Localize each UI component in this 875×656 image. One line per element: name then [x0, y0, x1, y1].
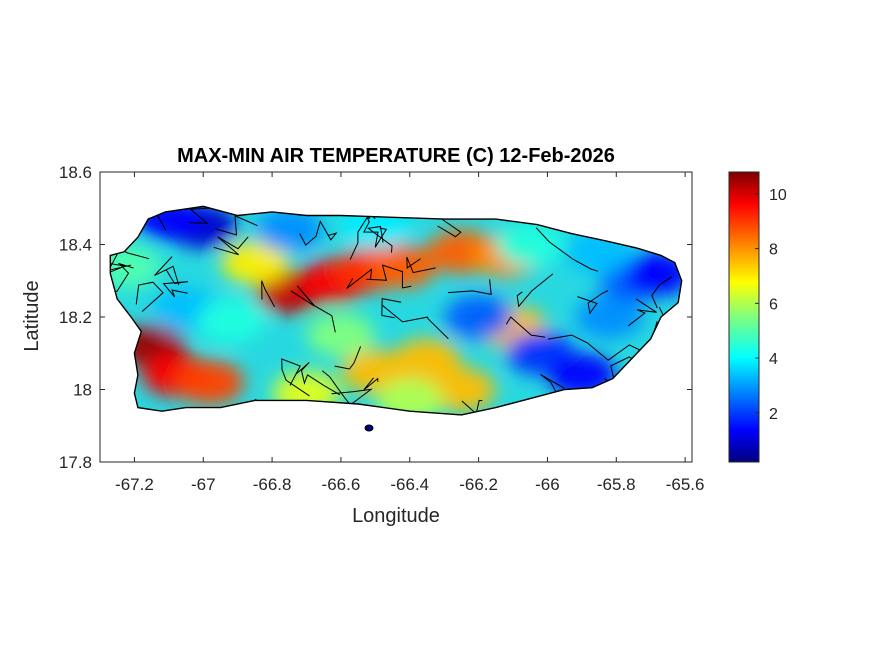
temperature-cell [375, 378, 444, 415]
municipal-boundary [346, 268, 373, 289]
colorbar-tick-label: 8 [769, 242, 778, 259]
municipal-boundary [577, 290, 609, 315]
temperature-cell [496, 222, 565, 267]
temperature-cell [341, 206, 410, 249]
municipal-boundary [627, 298, 657, 327]
municipal-boundary [660, 385, 682, 415]
colorbar-tick-label: 2 [769, 406, 778, 423]
y-tick-label: 18.6 [59, 163, 92, 182]
municipal-boundary [382, 305, 449, 340]
y-tick-label: 18 [73, 381, 92, 400]
municipal-boundary [295, 362, 341, 396]
municipal-boundary [447, 279, 492, 296]
temperature-cell [306, 313, 375, 358]
x-tick-label: -66.4 [390, 475, 429, 494]
temperature-cell [565, 229, 634, 274]
y-axis-ticks: 17.8 18 18.2 18.4 18.6 [59, 163, 692, 472]
municipal-boundary [349, 206, 376, 260]
municipal-boundary [299, 220, 338, 246]
municipal-boundary [651, 276, 672, 309]
temperature-cell [547, 353, 616, 397]
municipal-boundary [363, 377, 379, 391]
municipal-boundary [557, 390, 597, 400]
x-tick-label: -65.8 [597, 475, 636, 494]
temperature-cell [623, 251, 682, 296]
x-tick-label: -67.2 [115, 475, 154, 494]
y-tick-label: 18.2 [59, 308, 92, 327]
temperature-cell [575, 295, 644, 339]
temperature-cell [176, 360, 245, 405]
x-axis-ticks: -67.2 -67 -66.8 -66.6 -66.4 -66.2 -66 -65.8 -65.… [115, 172, 704, 494]
colorbar [728, 171, 760, 463]
municipal-boundary [406, 256, 436, 274]
municipal-boundary [110, 262, 134, 293]
x-tick-label: -66.6 [322, 475, 361, 494]
municipal-boundary [508, 206, 542, 222]
y-tick-label: 17.8 [59, 453, 92, 472]
municipal-boundary [189, 207, 215, 224]
temperature-cell [220, 240, 289, 285]
colorbar-tick-label: 6 [769, 296, 778, 313]
x-tick-label: -66 [535, 475, 560, 494]
x-axis-label: Longitude [352, 505, 440, 527]
temperature-cell [444, 295, 513, 339]
municipal-boundary [535, 227, 599, 272]
y-tick-label: 18.4 [59, 236, 92, 255]
municipal-boundary [367, 225, 393, 253]
municipal-boundary [154, 256, 180, 286]
y-axis-label: Latitude [21, 280, 43, 351]
temperature-cell [196, 298, 265, 343]
municipal-boundary [213, 236, 249, 256]
municipal-boundary [548, 334, 642, 361]
x-tick-label: -66.2 [459, 475, 498, 494]
temperature-cell [255, 208, 324, 252]
colorbar-tick-label: 10 [769, 187, 787, 204]
municipal-boundary [261, 280, 276, 308]
colorbar-ticks: 2 4 6 8 10 [755, 187, 787, 423]
municipal-boundary [135, 281, 164, 312]
municipal-boundary [381, 297, 402, 319]
island-outline [109, 205, 683, 416]
x-tick-label: -66.8 [253, 475, 292, 494]
temperature-cell [134, 206, 203, 242]
municipal-boundary [334, 346, 362, 370]
municipal-boundary [290, 285, 336, 333]
temperature-cell [427, 367, 496, 412]
small-islet [364, 424, 374, 432]
x-tick-label: -67 [191, 475, 216, 494]
municipal-boundary [505, 316, 546, 338]
municipal-boundary [437, 217, 462, 238]
municipal-boundary [516, 273, 554, 308]
municipal-boundary [110, 253, 131, 275]
municipal-boundary [281, 358, 310, 397]
municipal-boundary [162, 269, 188, 298]
municipal-boundary [215, 215, 258, 236]
x-tick-label: -65.6 [666, 475, 705, 494]
municipal-boundary [363, 215, 388, 248]
chart-title: MAX-MIN AIR TEMPERATURE (C) 12-Feb-2026 [177, 145, 615, 167]
municipal-boundary [444, 206, 471, 219]
municipal-boundary [366, 264, 412, 289]
colorbar-tick-label: 4 [769, 351, 778, 368]
